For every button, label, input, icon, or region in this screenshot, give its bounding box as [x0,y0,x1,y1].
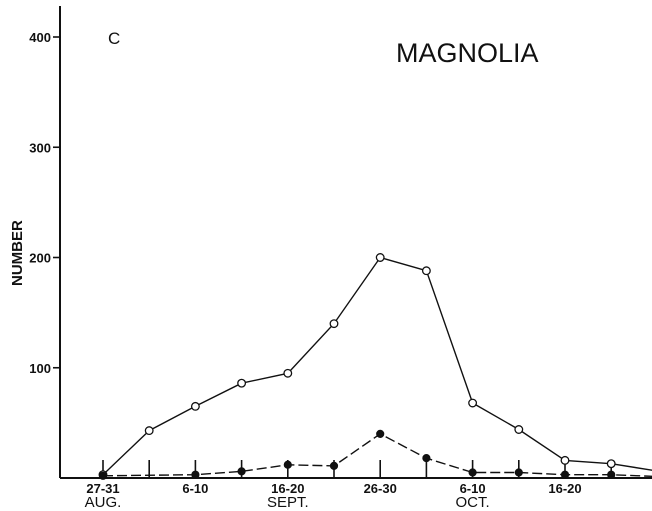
series-1-point-1 [144,426,154,436]
series-2-point-1 [191,470,200,479]
y-tick-label-200: 200 [29,251,51,266]
series-1-point-6 [375,253,385,262]
series-2-point-8 [514,468,523,477]
labels: 100 200 300 400 27-31 6-10 16-20 26-30 6-10 16-20… [29,30,581,511]
y-tick-label-100: 100 [29,361,51,376]
series-2-point-4 [329,461,339,470]
series-1-point-10 [560,455,570,465]
x-tick-label-0: 27-31 [86,481,119,496]
series-2-point-9 [560,470,570,479]
series-1-point-2 [190,401,200,411]
series-2-point-2 [237,467,246,476]
series-2-point-3 [283,460,292,469]
month-label-aug: AUG. [85,494,122,511]
y-tick-label-400: 400 [29,30,51,45]
series-2-point-10 [607,470,616,479]
y-axis-label: NUMBER [9,220,26,286]
panel-label: C [108,29,120,48]
series-2-point-5 [376,429,385,438]
month-label-sept: SEPT. [267,494,309,511]
series-1-line [102,256,652,476]
series-1-point-7 [421,266,431,276]
x-tick-label-10: 16-20 [548,481,581,496]
month-label-oct: OCT. [456,494,490,511]
series-1-point-8 [468,398,478,408]
x-tick-label-4: 16-20 [271,481,304,496]
x-tick-label-6: 26-30 [364,481,397,496]
series-1-point-5 [329,319,339,329]
y-tick-label-300: 300 [29,140,51,155]
axes [59,6,652,479]
series-2-point-0 [98,471,108,480]
x-tick-label-2: 6-10 [182,481,208,496]
series-1-point-4 [283,368,293,378]
chart-title: MAGNOLIA [396,38,539,68]
series-2-point-7 [468,468,477,477]
tick-marks [53,36,613,478]
series-1-point-3 [237,378,247,388]
series-2-line [102,433,652,478]
x-tick-label-8: 6-10 [460,481,486,496]
series-layer [98,253,652,480]
series-2-point-6 [422,454,431,463]
series-1-point-9 [514,425,524,434]
series-1-point-11 [606,459,616,469]
